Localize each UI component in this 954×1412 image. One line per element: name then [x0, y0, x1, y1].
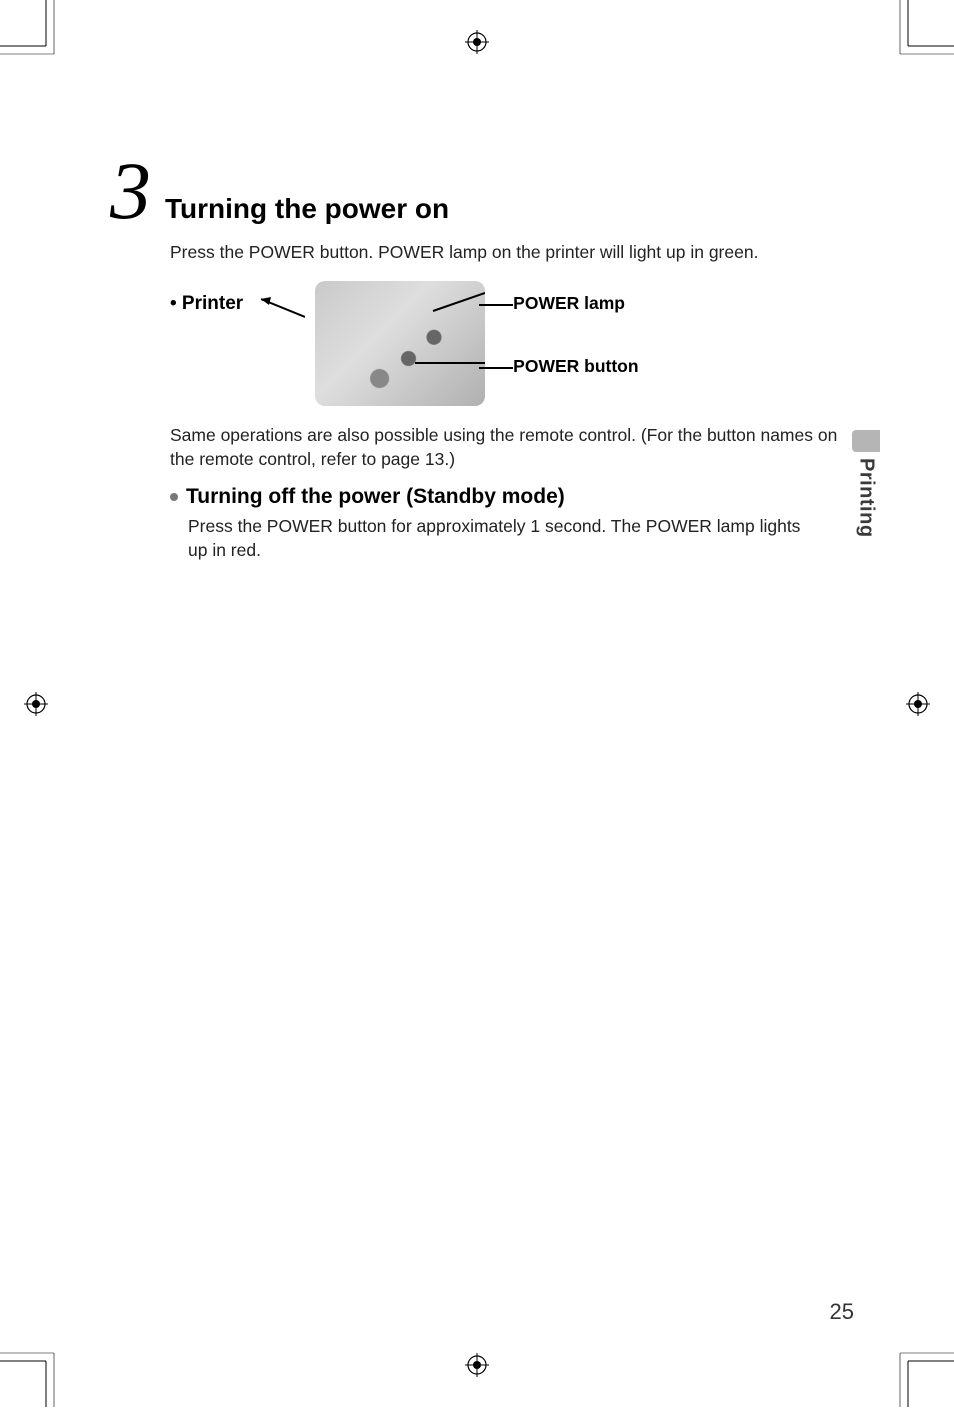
step-heading-row: 3 Turning the power on	[110, 150, 854, 232]
crop-mark-bottom-right	[894, 1347, 954, 1407]
standby-description: Press the POWER button for approximately…	[188, 515, 824, 562]
tab-label: Printing	[855, 458, 878, 538]
standby-title: Turning off the power (Standby mode)	[186, 485, 565, 509]
printer-label: • Printer	[170, 281, 243, 315]
printer-image	[315, 281, 485, 406]
power-button-callout: POWER button	[513, 356, 638, 377]
crop-mark-top-right	[894, 0, 954, 60]
bullet-icon	[170, 493, 178, 501]
registration-mark-bottom	[465, 1353, 489, 1377]
tab-stub	[852, 430, 880, 452]
crop-mark-top-left	[0, 0, 60, 60]
registration-mark-right	[906, 692, 930, 716]
power-lamp-callout: POWER lamp	[513, 293, 638, 314]
remote-control-note: Same operations are also possible using …	[170, 424, 854, 471]
registration-mark-top	[465, 30, 489, 54]
page-content: 3 Turning the power on Press the POWER b…	[110, 150, 854, 563]
step-description: Press the POWER button. POWER lamp on th…	[170, 242, 854, 263]
printer-diagram-row: • Printer POWER lamp POWER button	[170, 281, 854, 406]
registration-mark-left	[24, 692, 48, 716]
standby-heading-row: Turning off the power (Standby mode)	[170, 485, 854, 509]
page-number: 25	[830, 1299, 854, 1325]
step-number: 3	[110, 150, 151, 232]
section-tab: Printing	[850, 430, 882, 538]
crop-mark-bottom-left	[0, 1347, 60, 1407]
step-title: Turning the power on	[165, 192, 449, 226]
printer-callouts: POWER lamp POWER button	[513, 281, 638, 377]
leader-line-left	[261, 293, 305, 323]
